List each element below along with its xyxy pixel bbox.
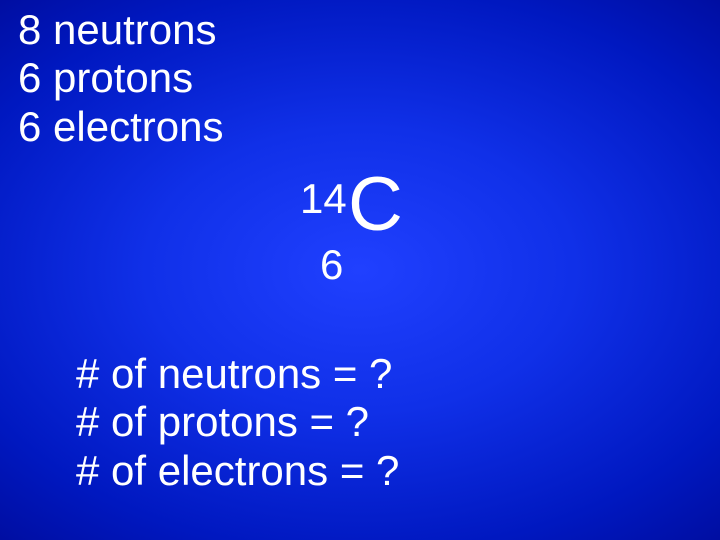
protons-count-line: 6 protons	[18, 54, 223, 102]
electrons-question-line: # of electrons = ?	[76, 447, 399, 495]
protons-question-line: # of protons = ?	[76, 398, 399, 446]
neutrons-question-line: # of neutrons = ?	[76, 350, 399, 398]
atomic-number: 6	[320, 241, 343, 289]
electrons-count-line: 6 electrons	[18, 103, 223, 151]
mass-number: 14	[300, 175, 347, 223]
given-values-block: 8 neutrons 6 protons 6 electrons	[18, 6, 223, 151]
isotope-notation: 14 C 6	[300, 175, 440, 295]
questions-block: # of neutrons = ? # of protons = ? # of …	[76, 350, 399, 495]
slide: 8 neutrons 6 protons 6 electrons 14 C 6 …	[0, 0, 720, 540]
element-symbol: C	[348, 161, 403, 248]
neutrons-count-line: 8 neutrons	[18, 6, 223, 54]
